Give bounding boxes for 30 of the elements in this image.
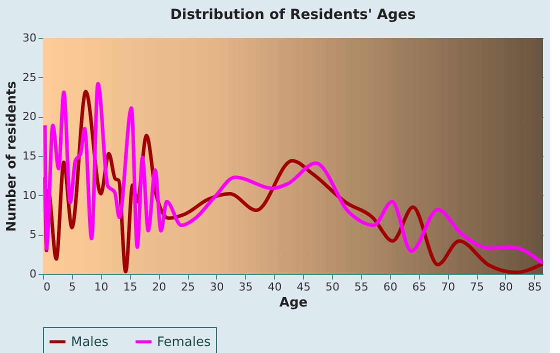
- y-tick-label: 10: [22, 188, 36, 202]
- chart-title: Distribution of Residents' Ages: [170, 7, 416, 23]
- x-tick-label: 0: [44, 280, 50, 294]
- y-tick-label: 5: [30, 228, 36, 242]
- x-tick-label: 5: [68, 280, 76, 294]
- x-tick-label: 65: [412, 280, 426, 294]
- y-tick-label: 30: [22, 32, 36, 44]
- x-tick-label: 75: [470, 280, 484, 294]
- legend-label: Females: [157, 334, 212, 350]
- x-axis-title: Age: [279, 296, 308, 310]
- x-tick-label: 15: [123, 280, 138, 294]
- x-tick-label: 60: [383, 280, 398, 294]
- y-tick-label: 20: [22, 110, 36, 124]
- y-tick-label: 0: [30, 268, 36, 280]
- x-tick-label: 40: [268, 280, 282, 294]
- x-tick-label: 50: [326, 280, 340, 294]
- x-tick-label: 20: [152, 280, 166, 294]
- x-tick-label: 25: [181, 280, 196, 294]
- x-tick-label: 55: [354, 280, 368, 294]
- x-tick-label: 10: [94, 280, 108, 294]
- x-tick-label: 70: [441, 280, 456, 294]
- y-axis-title: Number of residents: [4, 80, 20, 232]
- y-tick-label: 15: [22, 150, 36, 162]
- x-tick-label: 35: [238, 280, 253, 294]
- x-tick-label: 80: [498, 280, 513, 294]
- x-tick-label: 85: [528, 280, 542, 294]
- y-tick-label: 25: [22, 70, 36, 84]
- legend-label: Males: [71, 334, 109, 350]
- x-tick-label: 45: [296, 280, 311, 294]
- x-tick-label: 30: [210, 280, 224, 294]
